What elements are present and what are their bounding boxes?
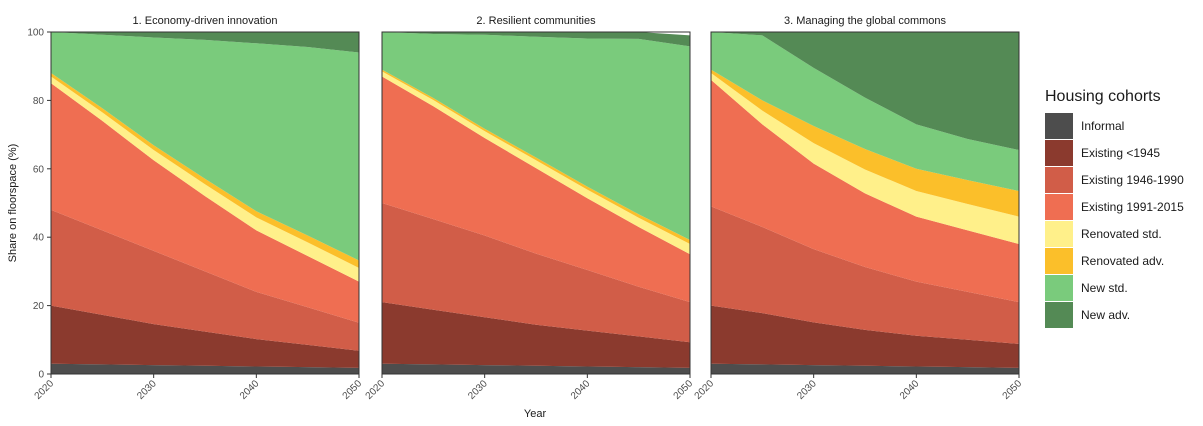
area-renovated-std (382, 71, 690, 255)
legend-key (1045, 194, 1073, 220)
y-tick-label: 40 (33, 233, 45, 244)
x-tick-label: 2040 (238, 378, 262, 402)
panel-title: 1. Economy-driven innovation (133, 15, 278, 27)
legend-key (1045, 140, 1073, 166)
x-tick-label: 2050 (1001, 378, 1025, 402)
legend-label: Renovated adv. (1081, 254, 1164, 268)
area-new-adv (382, 32, 690, 47)
legend-item-existing-1991-2015: Existing 1991-2015 (1045, 194, 1184, 220)
legend-label: Existing 1946-1990 (1081, 173, 1184, 187)
area-existing-1946-1990 (51, 209, 359, 351)
y-tick-label: 20 (33, 301, 45, 312)
area-existing-1945 (51, 305, 359, 368)
y-tick-label: 100 (27, 28, 44, 39)
area-renovated-std (711, 73, 1019, 245)
x-tick-label: 2040 (569, 378, 593, 402)
legend-key (1045, 302, 1073, 328)
legend-title: Housing cohorts (1045, 88, 1161, 105)
area-renovated-std (51, 76, 359, 282)
area-renovated-adv (51, 73, 359, 268)
panel-title: 3. Managing the global commons (784, 15, 947, 27)
panel-border (710, 31, 1020, 375)
area-new-adv (51, 32, 359, 53)
x-tick-label: 2030 (795, 378, 819, 402)
y-tick-label: 80 (33, 96, 45, 107)
area-informal (711, 363, 1019, 374)
x-tick-label: 2050 (672, 378, 696, 402)
area-new-std (711, 32, 1019, 192)
panel-strip (711, 8, 1019, 31)
panel-border (50, 31, 360, 375)
y-tick-label: 60 (33, 164, 45, 175)
x-tick-label: 2020 (364, 378, 388, 402)
area-renovated-adv (711, 69, 1019, 217)
area-renovated-adv (382, 69, 690, 245)
panel-border (381, 31, 691, 375)
legend-key (1045, 248, 1073, 274)
legend-item-renovated-adv: Renovated adv. (1045, 248, 1164, 274)
x-tick-label: 2020 (693, 378, 717, 402)
area-informal (51, 363, 359, 374)
panel-strip (51, 8, 359, 31)
legend: Housing cohorts Informal Existing <1945 Ex… (1045, 88, 1184, 328)
panel-3: 3. Managing the global commons 2020 2030 20… (693, 8, 1025, 402)
x-tick-label: 2050 (341, 378, 365, 402)
legend-item-renovated-std: Renovated std. (1045, 221, 1162, 247)
legend-key (1045, 221, 1073, 247)
legend-item-existing-1945: Existing <1945 (1045, 140, 1160, 166)
area-existing-1945 (382, 302, 690, 368)
x-axis-title: Year (524, 408, 547, 420)
area-existing-1991-2015 (382, 76, 690, 303)
area-new-std (51, 32, 359, 261)
legend-label: New adv. (1081, 308, 1130, 322)
legend-item-new-std: New std. (1045, 275, 1128, 301)
legend-label: Existing <1945 (1081, 146, 1160, 160)
panel-2: 2. Resilient communities 2020 2030 2040 2050 (364, 8, 696, 402)
area-existing-1991-2015 (51, 83, 359, 323)
legend-label: Informal (1081, 119, 1124, 133)
x-tick-label: 2020 (33, 378, 57, 402)
legend-key (1045, 113, 1073, 139)
legend-key (1045, 167, 1073, 193)
y-tick-label: 0 (38, 370, 44, 381)
panel-title: 2. Resilient communities (476, 15, 596, 27)
legend-label: Renovated std. (1081, 227, 1162, 241)
area-existing-1945 (711, 305, 1019, 368)
area-existing-1946-1990 (711, 206, 1019, 344)
area-new-adv (711, 32, 1019, 150)
x-tick-label: 2040 (898, 378, 922, 402)
legend-item-informal: Informal (1045, 113, 1124, 139)
area-existing-1946-1990 (382, 203, 690, 343)
legend-label: New std. (1081, 281, 1128, 295)
legend-item-new-adv: New adv. (1045, 302, 1130, 328)
y-axis-title: Share on floorspace (%) (7, 144, 19, 263)
axes-layer: Share on floorspace (%) Year (7, 144, 546, 420)
area-existing-1991-2015 (711, 79, 1019, 303)
legend-item-existing-1946-1990: Existing 1946-1990 (1045, 167, 1184, 193)
area-informal (382, 363, 690, 374)
area-new-std (382, 32, 690, 240)
legend-label: Existing 1991-2015 (1081, 200, 1184, 214)
x-tick-label: 2030 (466, 378, 490, 402)
panel-strip (382, 8, 690, 31)
legend-key (1045, 275, 1073, 301)
x-tick-label: 2030 (135, 378, 159, 402)
